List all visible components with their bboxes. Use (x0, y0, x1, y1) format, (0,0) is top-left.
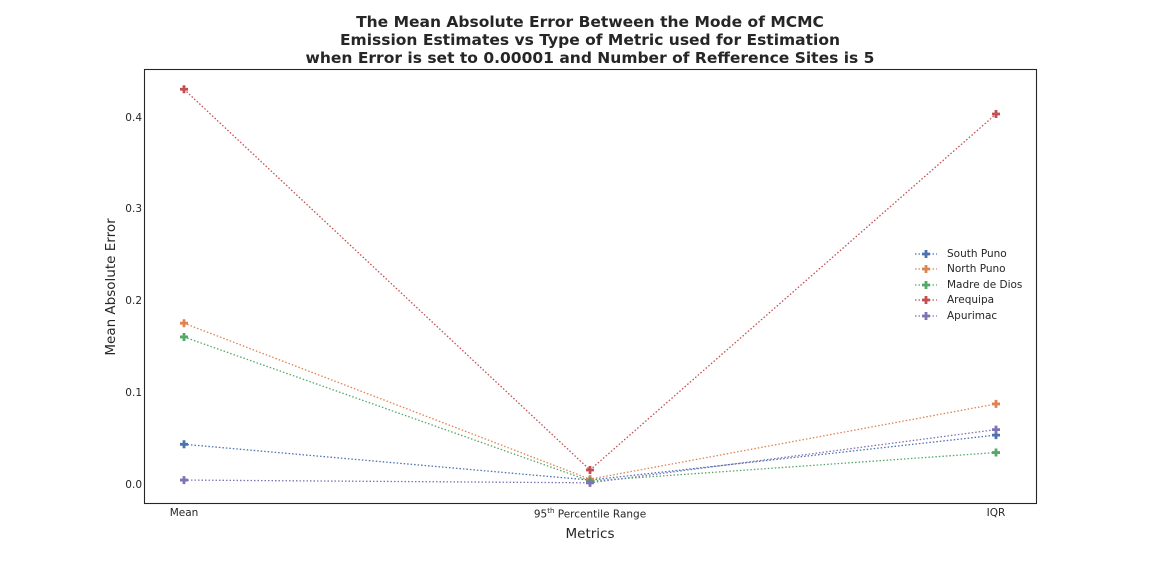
data-point-marker (992, 448, 1000, 457)
data-point-marker (180, 440, 188, 449)
y-tick-label: 0.1 (125, 386, 142, 399)
series-line (183, 88, 997, 471)
legend-label: Arequipa (947, 294, 995, 307)
data-point-marker (180, 476, 188, 485)
y-tick-label: 0.0 (125, 478, 142, 491)
x-tick-percentile-range-text: Percentile Range (554, 508, 647, 521)
legend-label: North Puno (947, 263, 1006, 276)
legend-swatch (915, 296, 937, 305)
series-line (183, 428, 997, 484)
data-point-marker (586, 465, 594, 474)
chart-title-line-3: when Error is set to 0.00001 and Number … (305, 49, 875, 67)
data-point-marker (180, 332, 188, 341)
legend-swatch (915, 265, 937, 274)
chart-title-line-2: Emission Estimates vs Type of Metric use… (339, 31, 841, 49)
x-axis-label: Metrics (565, 526, 615, 542)
legend-label: Madre de Dios (947, 278, 1023, 291)
series-line (183, 322, 997, 480)
y-axis-label: Mean Absolute Error (103, 218, 119, 356)
legend-item: Arequipa (913, 293, 1022, 309)
plot-frame (143, 68, 1038, 505)
series-line (183, 434, 997, 481)
data-point-marker (586, 478, 594, 487)
series-line (183, 336, 997, 482)
legend-swatch (915, 311, 937, 320)
legend-item: North Puno (913, 262, 1022, 278)
data-point-marker (992, 425, 1000, 434)
legend-swatch (915, 280, 937, 289)
series-madre-de-dios (180, 332, 1000, 485)
x-tick-95-text: 95 (533, 508, 548, 521)
legend-item: Apurimac (913, 308, 1022, 324)
x-tick-label-iqr: IQR (986, 507, 1006, 519)
series-north-puno (180, 319, 1000, 484)
legend-label: Apurimac (947, 309, 998, 322)
legend-swatch (915, 249, 937, 258)
series-apurimac (180, 425, 1000, 487)
legend-item: Madre de Dios (913, 277, 1022, 293)
series-layer (180, 85, 1000, 487)
data-point-marker (992, 399, 1000, 408)
x-tick-label-95th-percentile-range: 95th Percentile Range (534, 507, 646, 521)
legend: South Puno North Puno Madre de Dios Arequip… (913, 246, 1022, 324)
x-tick-label-mean: Mean (169, 507, 199, 519)
legend-item: South Puno (913, 246, 1022, 262)
chart-title-line-1: The Mean Absolute Error Between the Mode… (356, 13, 824, 31)
series-arequipa (180, 85, 1000, 474)
y-tick-label: 0.2 (125, 295, 142, 308)
data-point-marker (992, 110, 1000, 119)
legend-label: South Puno (947, 247, 1007, 260)
data-point-marker (180, 319, 188, 328)
y-tick-label: 0.4 (125, 111, 142, 124)
data-point-marker (180, 85, 188, 94)
y-tick-label: 0.3 (125, 203, 142, 216)
x-tick-th-superscript: th (547, 507, 555, 515)
